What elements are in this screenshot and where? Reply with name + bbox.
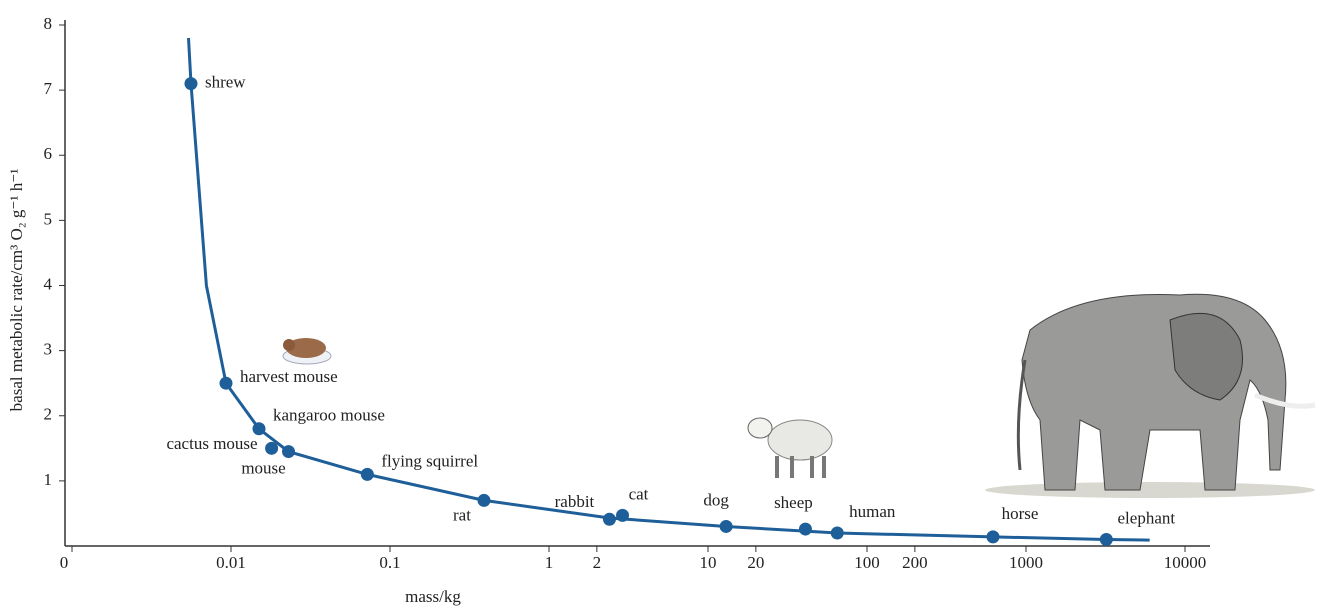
- x-tick-label: 2: [593, 553, 602, 572]
- data-point: [219, 376, 233, 390]
- point-label: shrew: [205, 73, 246, 92]
- y-tick-label: 7: [44, 79, 53, 98]
- y-tick-label: 2: [44, 405, 53, 424]
- x-tick-label: 20: [747, 553, 764, 572]
- data-point: [986, 530, 1000, 544]
- point-label: kangaroo mouse: [273, 406, 385, 425]
- point-label: sheep: [774, 493, 813, 512]
- point-label: human: [849, 502, 896, 521]
- data-point: [282, 445, 296, 459]
- x-tick-label: 100: [854, 553, 880, 572]
- data-point: [719, 519, 733, 533]
- point-label: elephant: [1118, 508, 1176, 527]
- data-point: [602, 512, 616, 526]
- y-tick-label: 8: [44, 14, 53, 33]
- data-point: [184, 77, 198, 91]
- point-label: cat: [629, 484, 649, 503]
- point-label: rabbit: [555, 492, 595, 511]
- x-tick-label: 10: [700, 553, 717, 572]
- x-tick-label: 1000: [1009, 553, 1043, 572]
- data-point: [477, 493, 491, 507]
- point-label: mouse: [241, 458, 285, 477]
- x-tick-label: 0.1: [379, 553, 400, 572]
- data-point: [616, 508, 630, 522]
- x-tick-label: 0: [60, 553, 69, 572]
- data-point: [1099, 532, 1113, 546]
- y-axis-label: basal metabolic rate/cm³ O₂ g⁻¹ h⁻¹: [7, 169, 26, 412]
- x-tick-label: 1: [545, 553, 554, 572]
- y-tick-label: 5: [44, 209, 53, 228]
- sheep-illustration: [747, 417, 833, 478]
- point-label: dog: [703, 490, 729, 509]
- data-point: [830, 526, 844, 540]
- point-label: harvest mouse: [240, 367, 338, 386]
- point-label: flying squirrel: [381, 451, 478, 470]
- x-tick-label: 10000: [1164, 553, 1207, 572]
- point-label: horse: [1002, 504, 1039, 523]
- x-tick-label: 200: [902, 553, 928, 572]
- x-axis-label: mass/kg: [405, 587, 461, 606]
- data-point: [265, 441, 279, 455]
- elephant-illustration: [985, 293, 1316, 498]
- x-tick-label: 0.01: [216, 553, 246, 572]
- data-point: [798, 522, 812, 536]
- data-point: [360, 467, 374, 481]
- fit-curve: [187, 37, 1150, 542]
- y-tick-label: 1: [44, 470, 53, 489]
- point-label: cactus mouse: [166, 434, 257, 453]
- y-tick-label: 6: [44, 144, 53, 163]
- point-label: rat: [453, 505, 471, 524]
- y-tick-label: 3: [44, 340, 53, 359]
- data-point: [252, 422, 266, 436]
- mouse-illustration: [282, 338, 332, 365]
- y-tick-label: 4: [44, 274, 53, 293]
